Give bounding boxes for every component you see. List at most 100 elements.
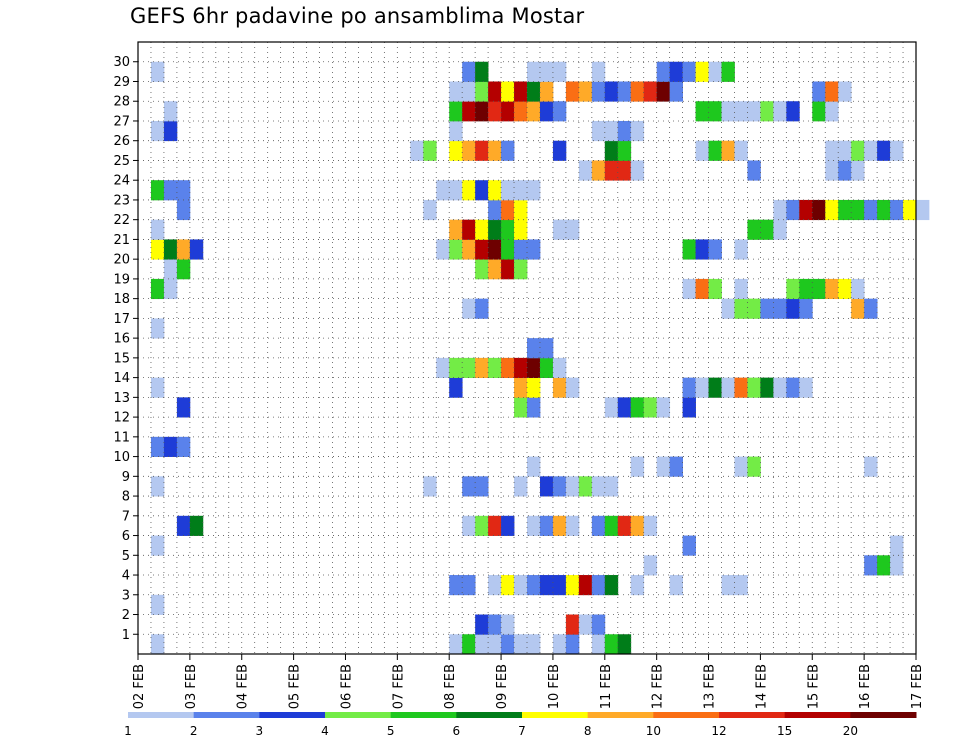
heatmap-cell xyxy=(838,81,852,102)
heatmap-cell xyxy=(669,575,683,596)
heatmap-cell xyxy=(449,575,463,596)
heatmap-cell xyxy=(565,377,580,398)
heatmap-cell xyxy=(462,357,476,379)
heatmap-cell xyxy=(462,515,476,536)
heatmap-cell xyxy=(423,476,437,497)
heatmap-cell xyxy=(462,101,476,122)
heatmap-cell xyxy=(812,81,826,102)
heatmap-cell xyxy=(514,219,528,240)
heatmap-cell xyxy=(656,81,671,102)
heatmap-cell xyxy=(514,239,528,260)
heatmap-cell xyxy=(501,239,515,260)
legend-swatch xyxy=(325,712,392,718)
heatmap-cell xyxy=(721,61,735,82)
heatmap-cell xyxy=(773,298,787,319)
plot-frame xyxy=(137,41,917,655)
x-tick-label: 09 FEB xyxy=(495,664,510,709)
heatmap-cell xyxy=(552,140,567,161)
heatmap-cell xyxy=(604,120,619,142)
y-tick-label: 4 xyxy=(122,569,130,584)
heatmap-cell xyxy=(514,81,528,102)
legend-label: 4 xyxy=(321,724,329,738)
y-tick-label: 13 xyxy=(113,391,130,406)
heatmap-cell xyxy=(825,199,839,221)
heatmap-cell xyxy=(150,180,165,201)
y-tick-label: 16 xyxy=(113,332,130,347)
heatmap-cell xyxy=(150,318,165,339)
heatmap-cell xyxy=(877,555,891,576)
x-tick-label: 14 FEB xyxy=(754,664,769,709)
y-tick-label: 3 xyxy=(122,588,130,603)
heatmap-cell xyxy=(786,278,800,300)
heatmap-cell xyxy=(786,199,800,221)
heatmap-cell xyxy=(488,259,502,280)
heatmap-cell xyxy=(734,278,748,300)
heatmap-cell xyxy=(150,436,165,457)
heatmap-cell xyxy=(150,120,165,142)
x-tick-label: 07 FEB xyxy=(391,664,406,709)
heatmap-cell xyxy=(591,575,606,596)
heatmap-cell xyxy=(799,377,813,398)
heatmap-cell xyxy=(578,476,593,497)
heatmap-cell xyxy=(825,278,839,300)
heatmap-cell xyxy=(838,278,852,300)
legend-swatch xyxy=(587,712,654,718)
legend-swatch xyxy=(390,712,457,718)
heatmap-cell xyxy=(851,278,865,300)
heatmap-cell xyxy=(565,515,580,536)
heatmap-cell xyxy=(604,81,619,102)
y-tick-label: 21 xyxy=(113,233,130,248)
heatmap-cell xyxy=(734,140,748,161)
legend-label: 15 xyxy=(777,724,792,738)
heatmap-cell xyxy=(163,278,178,300)
heatmap-cell xyxy=(501,101,515,122)
heatmap-cell xyxy=(462,81,476,102)
heatmap-cell xyxy=(514,575,528,596)
heatmap-cell xyxy=(475,515,489,536)
y-tick-label: 10 xyxy=(113,450,130,465)
x-tick-label: 12 FEB xyxy=(651,664,666,709)
heatmap-cell xyxy=(773,101,787,122)
heatmap-cell xyxy=(799,199,813,221)
heatmap-cell xyxy=(630,160,645,181)
heatmap-cell xyxy=(825,140,839,161)
heatmap-cell xyxy=(604,575,619,596)
heatmap-cell xyxy=(423,199,437,221)
heatmap-cell xyxy=(591,634,606,655)
heatmap-cell xyxy=(552,61,567,82)
heatmap-cell xyxy=(527,634,541,655)
heatmap-cell xyxy=(708,101,722,122)
y-tick-label: 1 xyxy=(122,628,130,643)
y-tick-label: 27 xyxy=(113,114,130,129)
heatmap-cell xyxy=(150,476,165,497)
heatmap-cell xyxy=(176,239,191,260)
heatmap-cell xyxy=(436,357,450,379)
heatmap-cell xyxy=(630,81,645,102)
heatmap-cell xyxy=(695,101,709,122)
heatmap-cell xyxy=(462,61,476,82)
heatmap-cell xyxy=(708,278,722,300)
heatmap-cell xyxy=(150,594,165,615)
y-tick-label: 18 xyxy=(113,292,130,307)
heatmap-cell xyxy=(488,239,502,260)
heatmap-cell xyxy=(682,377,696,398)
y-tick-label: 25 xyxy=(113,154,130,169)
heatmap-cell xyxy=(527,575,541,596)
heatmap-cell xyxy=(539,476,554,497)
x-tick-label: 06 FEB xyxy=(339,664,354,709)
heatmap-cell xyxy=(539,338,554,359)
heatmap-cell xyxy=(851,199,865,221)
heatmap-cell xyxy=(604,397,619,418)
heatmap-cell xyxy=(591,515,606,536)
legend-swatch xyxy=(259,712,326,718)
heatmap-cell xyxy=(812,199,826,221)
heatmap-cell xyxy=(514,476,528,497)
heatmap-cell xyxy=(864,140,878,161)
y-tick-label: 29 xyxy=(113,75,130,90)
heatmap-cell xyxy=(527,180,541,201)
heatmap-cell xyxy=(890,555,904,576)
heatmap-cell xyxy=(176,397,191,418)
heatmap-cell xyxy=(514,357,528,379)
heatmap-cell xyxy=(786,298,800,319)
heatmap-cell xyxy=(695,377,709,398)
